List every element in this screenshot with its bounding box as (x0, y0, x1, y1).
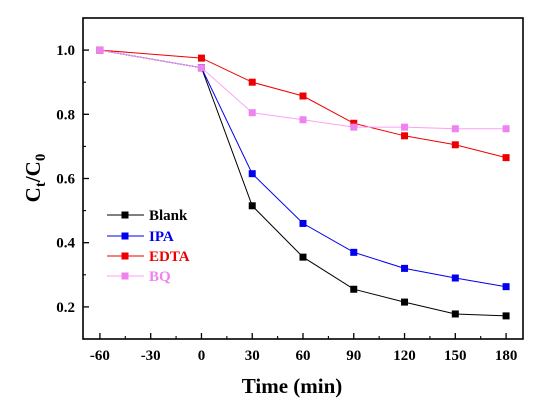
data-point-bq (350, 123, 358, 131)
data-point-edta (248, 78, 256, 86)
legend-marker-blank (121, 211, 129, 219)
x-tick-label: 60 (296, 348, 311, 364)
data-point-blank (401, 298, 409, 306)
data-point-edta (350, 119, 358, 127)
data-point-ipa (299, 219, 307, 227)
data-point-edta (502, 154, 510, 162)
data-point-bq (401, 123, 409, 131)
x-tick-label: 90 (346, 348, 361, 364)
series-line-edta (99, 49, 507, 159)
data-point-bq (451, 125, 459, 133)
series-line-bq (99, 49, 507, 130)
data-point-blank (350, 285, 358, 293)
y-axis-title-sub-0: 0 (33, 154, 49, 162)
legend-marker-edta (121, 252, 129, 260)
y-tick-label: 1.0 (56, 43, 75, 59)
legend-marker-ipa (121, 232, 129, 240)
y-tick-label: 0.8 (56, 107, 75, 123)
legend-label-blank: Blank (149, 208, 188, 224)
series-edta (96, 46, 510, 162)
x-tick-label: -30 (141, 348, 161, 364)
data-point-ipa (502, 283, 510, 291)
data-point-edta (401, 132, 409, 140)
legend-item-blank: Blank (107, 208, 188, 224)
x-axis-title: Time (min) (242, 374, 343, 398)
data-point-bq (502, 125, 510, 133)
x-tick-label: 120 (393, 348, 416, 364)
x-tick-label: 30 (245, 348, 260, 364)
y-tick-label: 0.4 (56, 236, 75, 252)
legend: Blank IPA EDTA BQ (107, 208, 190, 285)
y-tick-label: 0.6 (56, 172, 75, 188)
y-tick-label: 0.2 (56, 300, 75, 316)
data-point-ipa (451, 274, 459, 282)
data-point-bq (248, 109, 256, 117)
x-tick-label: 150 (444, 348, 467, 364)
data-point-bq (299, 116, 307, 124)
legend-item-ipa: IPA (107, 229, 174, 245)
plot-frame (82, 17, 524, 340)
ticks: -60 -30 0 30 60 90 120 150 180 0.2 0.4 0.6 0.8 1.0 (56, 17, 518, 364)
data-point-bq (197, 64, 205, 72)
series-bq (96, 46, 510, 133)
legend-marker-bq (121, 272, 129, 280)
data-point-blank (299, 253, 307, 261)
data-point-blank (248, 202, 256, 210)
legend-label-ipa: IPA (149, 229, 174, 245)
data-point-edta (299, 92, 307, 100)
x-tick-label: -60 (90, 348, 110, 364)
y-axis-title-sub-t: t (33, 182, 49, 187)
y-axis-title-sep: /C (21, 161, 45, 183)
series-layer (96, 46, 510, 320)
data-point-blank (451, 310, 459, 318)
data-point-edta (197, 54, 205, 62)
y-axis-title-main: C (21, 187, 45, 202)
x-tick-label: 180 (495, 348, 518, 364)
legend-label-bq: BQ (149, 269, 171, 285)
series-line-ipa (99, 49, 507, 288)
data-point-bq (96, 46, 104, 54)
data-point-ipa (401, 264, 409, 272)
data-point-edta (451, 141, 459, 149)
legend-label-edta: EDTA (149, 249, 190, 265)
data-point-ipa (248, 170, 256, 178)
legend-item-bq: BQ (107, 269, 171, 285)
x-tick-label: 0 (198, 348, 206, 364)
data-point-blank (502, 312, 510, 320)
data-point-ipa (350, 248, 358, 256)
legend-item-edta: EDTA (107, 249, 190, 265)
series-line-blank (99, 49, 507, 317)
y-axis-title: Ct/C0 (21, 154, 49, 203)
